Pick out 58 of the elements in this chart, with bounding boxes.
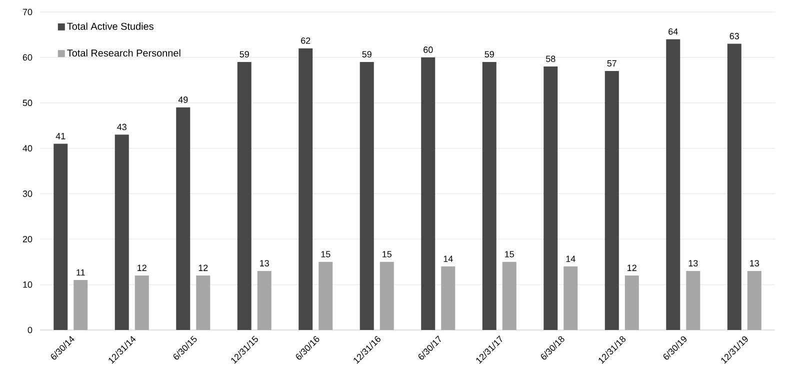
bar — [727, 44, 742, 330]
y-tick-label: 50 — [22, 100, 32, 106]
y-tick-label: 0 — [28, 326, 32, 334]
legend-label: Total Research Personnel — [67, 49, 180, 57]
y-tick-label: 40 — [22, 145, 32, 152]
data-label: 62 — [301, 37, 310, 44]
bar — [134, 275, 149, 330]
y-tick-label: 70 — [22, 8, 32, 16]
bar — [747, 270, 762, 330]
bar — [604, 71, 619, 330]
bar — [176, 107, 190, 330]
data-label: 15 — [382, 251, 392, 258]
data-label: 11 — [76, 269, 85, 276]
data-label: 12 — [628, 264, 636, 271]
bar — [360, 62, 374, 330]
y-tick-label: 10 — [23, 281, 32, 288]
bar — [564, 266, 578, 330]
bar — [54, 144, 68, 330]
bar — [298, 48, 313, 330]
data-label: 59 — [240, 51, 249, 58]
data-label: 59 — [484, 51, 494, 58]
bar — [318, 262, 333, 330]
data-label: 13 — [260, 260, 269, 266]
data-label: 12 — [198, 264, 208, 271]
y-tick-label: 30 — [22, 190, 32, 197]
data-label: 59 — [362, 51, 372, 58]
data-label: 63 — [730, 32, 739, 40]
data-label: 12 — [138, 264, 146, 271]
bar — [257, 270, 272, 330]
data-label: 14 — [444, 256, 453, 262]
y-tick-label: 60 — [22, 54, 32, 61]
bar — [74, 280, 88, 330]
data-label: 60 — [424, 46, 433, 53]
data-label: 14 — [566, 256, 576, 262]
bar — [421, 57, 436, 330]
bar — [624, 275, 639, 330]
data-label: 58 — [546, 56, 556, 62]
data-label: 57 — [607, 60, 616, 67]
bar — [237, 62, 252, 330]
bar — [441, 266, 456, 330]
bar — [196, 275, 210, 330]
data-label: 15 — [321, 251, 330, 258]
legend-label: Total Active Studies — [67, 22, 154, 30]
y-tick-label: 20 — [22, 236, 32, 242]
bar — [686, 270, 700, 330]
bar — [114, 134, 129, 330]
bar — [482, 62, 496, 330]
data-label: 43 — [117, 124, 126, 130]
data-label: 15 — [505, 251, 514, 258]
data-label: 13 — [750, 260, 759, 266]
data-label: 64 — [668, 28, 678, 35]
data-label: 13 — [688, 260, 698, 266]
bar — [666, 39, 680, 330]
bar — [544, 66, 558, 330]
data-label: 49 — [178, 96, 188, 103]
bar — [380, 262, 394, 330]
data-label: 41 — [56, 133, 66, 140]
bar — [502, 262, 516, 330]
